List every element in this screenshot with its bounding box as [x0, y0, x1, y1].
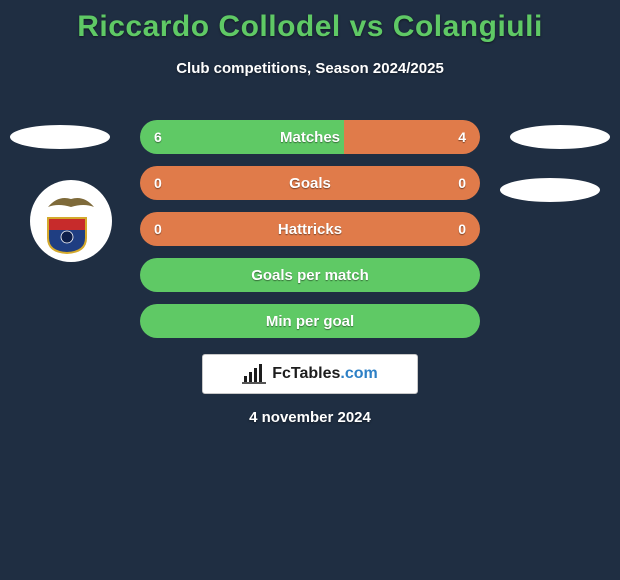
stat-right-value: 0	[458, 221, 466, 237]
stat-label: Goals per match	[251, 267, 369, 284]
stat-label: Min per goal	[266, 313, 354, 330]
stat-left-value: 6	[154, 129, 162, 145]
stat-label: Hattricks	[278, 221, 342, 238]
stat-label: Matches	[280, 129, 340, 146]
stat-bar: 0 Goals 0	[140, 166, 480, 200]
stat-bar: Goals per match	[140, 258, 480, 292]
stats-bars: 6 Matches 4 0 Goals 0 0 Hattricks 0 Goals per mat…	[140, 120, 480, 350]
stat-bar: 0 Hattricks 0	[140, 212, 480, 246]
bar-chart-icon	[242, 364, 266, 384]
player-right-placeholder-oval	[510, 125, 610, 149]
comparison-title: Riccardo Collodel vs Colangiuli	[0, 0, 620, 44]
fctables-logo-text: FcTables.com	[272, 365, 378, 383]
stat-right-value: 4	[458, 129, 466, 145]
club-badge	[30, 180, 112, 262]
date-text: 4 november 2024	[0, 409, 620, 426]
player-right-placeholder-oval-2	[500, 178, 600, 202]
stat-left-value: 0	[154, 175, 162, 191]
player-left-placeholder-oval	[10, 125, 110, 149]
stat-right-value: 0	[458, 175, 466, 191]
stat-bar: 6 Matches 4	[140, 120, 480, 154]
stat-label: Goals	[289, 175, 331, 192]
stat-left-value: 0	[154, 221, 162, 237]
club-crest-icon	[46, 193, 96, 249]
stat-bar: Min per goal	[140, 304, 480, 338]
fctables-logo: FcTables.com	[202, 354, 418, 394]
comparison-subtitle: Club competitions, Season 2024/2025	[0, 60, 620, 77]
